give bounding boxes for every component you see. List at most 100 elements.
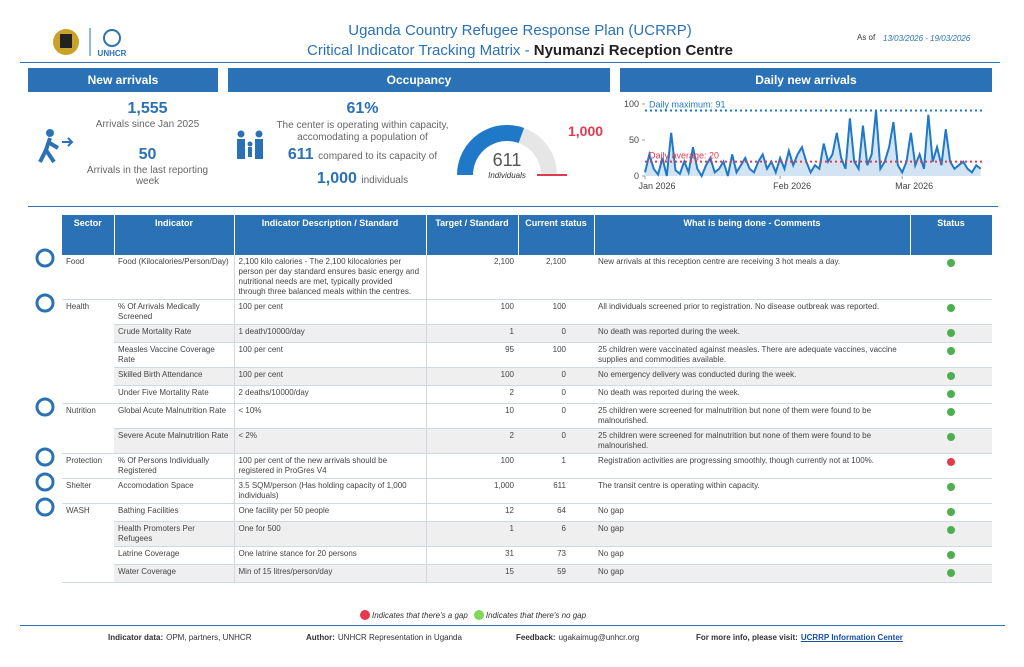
line	[644, 110, 982, 179]
total-arrivals-label: Arrivals since Jan 2025	[95, 119, 200, 130]
y-tick-label: 0	[634, 171, 639, 181]
column-header: Sector	[62, 215, 115, 255]
description: 100 per cent	[234, 367, 427, 386]
current: 0	[518, 428, 594, 454]
target: 31	[426, 546, 518, 565]
comment: New arrivals at this reception centre ar…	[594, 255, 910, 300]
logos: UNHCR	[53, 28, 127, 58]
comment: No gap	[594, 521, 910, 547]
description: 100 per cent of the new arrivals should …	[234, 453, 427, 479]
icon-head	[247, 141, 253, 147]
status-dot	[947, 526, 955, 534]
panel-header: Occupancy	[228, 68, 610, 92]
target: 1	[426, 324, 518, 343]
status-dot	[947, 329, 955, 337]
legend-label: Indicates that there's a gap	[372, 611, 468, 620]
column-header: Current status	[518, 215, 595, 255]
as-of-label: As of	[857, 33, 876, 42]
column-header: What is being done - Comments	[594, 215, 911, 255]
sector: Food	[62, 255, 114, 300]
indicator: Under Five Mortality Rate	[114, 385, 235, 404]
indicator: % Of Persons Individually Registered	[114, 453, 235, 479]
target: 2	[426, 385, 518, 404]
description: 2,100 kilo calories - The 2,100 kilocalo…	[234, 255, 427, 300]
column-header: Target / Standard	[426, 215, 519, 255]
sector-icon	[35, 248, 55, 268]
sector: Health	[62, 299, 114, 404]
status-cell	[910, 428, 992, 454]
comment: The transit centre is operating within c…	[594, 478, 910, 504]
footer-label: Author:	[306, 633, 335, 642]
status-cell	[910, 299, 992, 325]
occupancy-percent: 61%	[346, 100, 379, 117]
comment: No death was reported during the week.	[594, 324, 910, 343]
status-cell	[910, 342, 992, 368]
icon-shape	[35, 397, 55, 416]
comment: All individuals screened prior to regist…	[594, 299, 910, 325]
description: 100 per cent	[234, 342, 427, 368]
y-tick-label: 50	[629, 135, 639, 145]
x-tick-label: Feb 2026	[773, 181, 811, 191]
family-icon	[237, 130, 263, 159]
target: 2	[426, 428, 518, 454]
status-dot	[947, 483, 955, 491]
column-header: Indicator Description / Standard	[234, 215, 427, 255]
footer-link[interactable]: UCRRP Information Center	[800, 633, 903, 642]
indicator-row: Under Five Mortality Rate 2 deaths/10000/…	[62, 385, 992, 404]
sector: Protection	[62, 453, 114, 479]
sector: Shelter	[62, 478, 114, 504]
compared-text: compared to its capacity of	[318, 151, 438, 162]
target: 10	[426, 403, 518, 429]
footer-item: Indicator data: OPM, partners, UNHCR	[108, 633, 251, 642]
status-dot	[947, 433, 955, 441]
indicator-row: Nutrition Global Acute Malnutrition Rate <…	[62, 403, 992, 454]
indicator-row: WASH Bathing Facilities One facility per 5…	[62, 503, 992, 583]
indicator-row: Water Coverage Min of 15 litres/person/da…	[62, 564, 992, 583]
header-row: Sector Indicator Indicator Description / S…	[62, 215, 993, 255]
status-dot	[947, 347, 955, 355]
icon-head	[237, 130, 245, 138]
indicator: Skilled Birth Attendance	[114, 367, 235, 386]
comment: No gap	[594, 546, 910, 565]
description: One latrine stance for 20 persons	[234, 546, 427, 565]
target: 100	[426, 299, 518, 325]
population: 611	[287, 146, 314, 163]
occupancy-compare: 611 compared to its capacity of	[270, 146, 455, 164]
status-cell	[910, 521, 992, 547]
gauge-track	[518, 128, 557, 175]
current: 59	[518, 564, 594, 583]
matrix: Sector Indicator Indicator Description / S…	[62, 215, 993, 583]
current: 2,100	[518, 255, 594, 300]
comment: 25 children were screened for malnutriti…	[594, 428, 910, 454]
table-head: Sector Indicator Indicator Description / S…	[62, 215, 993, 255]
description: < 2%	[234, 428, 427, 454]
indicator: % Of Arrivals Medically Screened	[114, 299, 235, 325]
comment: 25 children were vaccinated against meas…	[594, 342, 910, 368]
description: 2 deaths/10000/day	[234, 385, 427, 404]
status-cell	[910, 367, 992, 386]
indicator-row: Health% Of Arrivals Medically Screened 10…	[62, 299, 992, 404]
capacity-unit: individuals	[361, 175, 409, 186]
indicator-row: Protection% Of Persons Individually Regi…	[62, 453, 992, 479]
current: 64	[518, 503, 594, 522]
indicator: Food (Kilocalories/Person/Day)	[114, 255, 235, 300]
status-dot	[947, 259, 955, 267]
icon-shape	[35, 472, 55, 491]
status-cell	[910, 453, 992, 479]
capacity: 1,000	[316, 170, 357, 187]
icon-arrow	[62, 137, 74, 147]
sector-icon	[35, 293, 55, 312]
indicator: Health Promoters Per Refugees	[114, 521, 235, 547]
indicator-row: Shelter Accomodation Space 3.5 SQM/person …	[62, 478, 992, 504]
sector-icon	[35, 447, 55, 466]
description: 1 death/10000/day	[234, 324, 427, 343]
indicator-row: Severe Acute Malnutrition Rate < 2% 2 0 25 c…	[62, 428, 992, 454]
footer-value: OPM, partners, UNHCR	[166, 633, 252, 642]
footer-label: Indicator data:	[108, 633, 164, 642]
status-cell	[910, 546, 992, 565]
current: 0	[518, 367, 594, 386]
recent-arrivals: 50	[138, 146, 157, 163]
legend-dot	[360, 610, 370, 620]
